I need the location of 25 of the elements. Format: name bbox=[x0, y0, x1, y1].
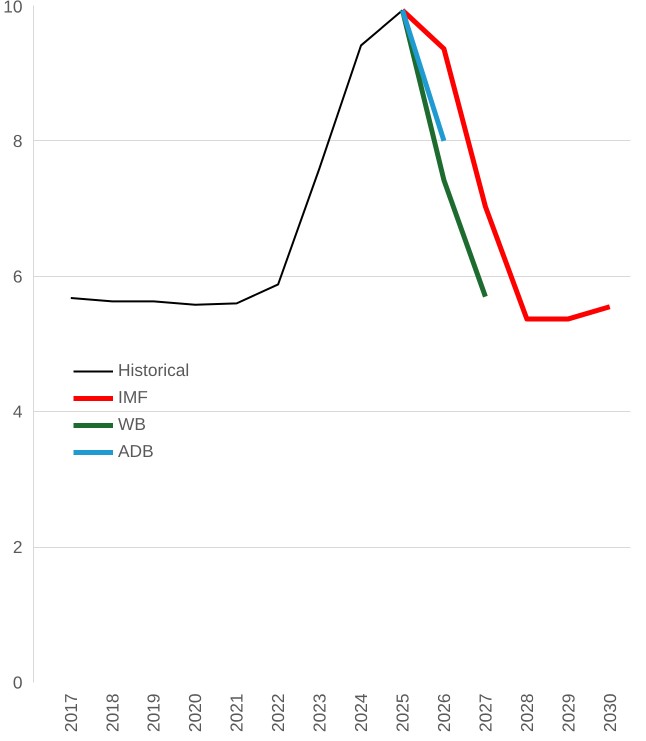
x-tick-label: 2022 bbox=[268, 693, 288, 732]
y-tick-label: 10 bbox=[3, 0, 23, 16]
x-tick-label: 2027 bbox=[475, 693, 496, 732]
x-tick-label: 2023 bbox=[310, 693, 330, 732]
x-tick-label: 2021 bbox=[226, 693, 247, 732]
legend-label: ADB bbox=[118, 441, 154, 462]
x-tick-label: 2026 bbox=[434, 693, 454, 732]
x-tick-label: 2025 bbox=[392, 693, 412, 732]
x-tick-label: 2028 bbox=[516, 693, 537, 732]
line-series bbox=[70, 9, 404, 306]
x-tick-label: 2024 bbox=[351, 693, 372, 732]
legend-label: IMF bbox=[118, 387, 148, 408]
x-tick-label: 2030 bbox=[600, 693, 620, 732]
y-tick-label: 2 bbox=[12, 537, 23, 558]
x-tick-label: 2017 bbox=[60, 693, 81, 732]
x-tick-label: 2018 bbox=[102, 693, 122, 732]
y-tick-label: 6 bbox=[12, 266, 23, 286]
x-tick-label: 2019 bbox=[144, 693, 164, 732]
x-tick-label: 2020 bbox=[185, 693, 206, 732]
y-tick-label: 4 bbox=[12, 402, 23, 422]
y-tick-label: 0 bbox=[12, 672, 23, 692]
y-tick-label: 8 bbox=[12, 130, 23, 151]
legend-label: Historical bbox=[118, 360, 190, 381]
legend-label: WB bbox=[118, 414, 146, 435]
x-tick-label: 2029 bbox=[558, 693, 578, 732]
